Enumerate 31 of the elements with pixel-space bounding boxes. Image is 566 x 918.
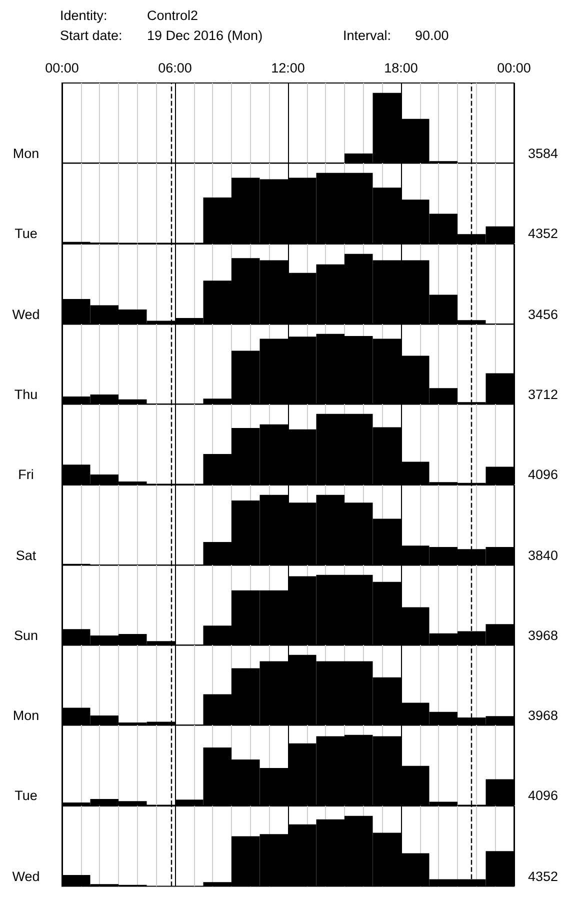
text: Control2: [147, 8, 198, 23]
y-axis-title: Tue: [14, 788, 38, 804]
x-tick-label: 00:00: [497, 60, 531, 76]
y-axis-title: Mon: [12, 708, 40, 723]
y-axis-title: Fri: [18, 466, 34, 482]
y-axis-title: Sun: [14, 628, 38, 643]
text: Identity:: [60, 8, 108, 23]
y-axis-title: Wed: [12, 868, 40, 884]
y2-axis-title: 4096: [528, 788, 558, 804]
y2-axis-title: 4352: [528, 226, 558, 242]
x-tick-label: 18:00: [384, 60, 418, 76]
y2-axis-title: 3968: [528, 708, 558, 723]
y-axis-title: Wed: [12, 306, 40, 322]
y2-axis-title: 3456: [528, 306, 558, 322]
y2-axis-title: 4352: [528, 868, 558, 884]
y2-axis-title: 4096: [528, 466, 558, 482]
text: Interval:: [343, 28, 392, 43]
x-tick-label: 00:00: [45, 60, 79, 76]
text: 19 Dec 2016 (Mon): [147, 28, 263, 43]
y-axis-title: Mon: [12, 146, 40, 161]
y2-axis-title: 3840: [528, 547, 558, 562]
x-tick-label: 06:00: [158, 60, 192, 76]
text: Start date:: [60, 28, 122, 43]
text: 90.00: [415, 28, 449, 43]
y-axis-title: Thu: [14, 386, 38, 402]
y2-axis-title: 3584: [528, 146, 559, 161]
y-axis-title: Tue: [14, 226, 38, 242]
y2-axis-title: 3712: [528, 386, 558, 402]
y-axis-title: Sat: [16, 547, 36, 562]
y2-axis-title: 3968: [528, 628, 558, 643]
x-tick-label: 12:00: [271, 60, 305, 76]
